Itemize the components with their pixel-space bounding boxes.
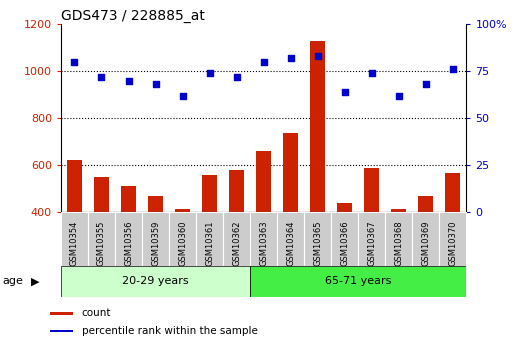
- Bar: [61, 212, 88, 266]
- Point: [178, 93, 187, 98]
- Text: percentile rank within the sample: percentile rank within the sample: [82, 326, 258, 336]
- Bar: [148, 196, 163, 212]
- Point: [152, 81, 160, 87]
- Point: [394, 93, 403, 98]
- Text: GSM10366: GSM10366: [340, 220, 349, 266]
- Text: GSM10364: GSM10364: [286, 220, 295, 266]
- Bar: [412, 212, 439, 266]
- Text: 20-29 years: 20-29 years: [122, 276, 189, 286]
- Point: [232, 74, 241, 80]
- Bar: [175, 209, 190, 212]
- Text: GSM10356: GSM10356: [124, 220, 133, 266]
- Point: [70, 59, 79, 65]
- Bar: [304, 212, 331, 266]
- Bar: [229, 170, 244, 212]
- Bar: [418, 196, 434, 212]
- Text: ▶: ▶: [31, 276, 39, 286]
- Bar: [115, 212, 142, 266]
- Bar: [50, 329, 73, 333]
- Bar: [196, 212, 223, 266]
- Bar: [277, 212, 304, 266]
- Bar: [331, 212, 358, 266]
- Text: GDS473 / 228885_at: GDS473 / 228885_at: [61, 9, 205, 23]
- Bar: [337, 203, 352, 212]
- Bar: [88, 212, 115, 266]
- Point: [422, 81, 430, 87]
- Point: [286, 55, 295, 61]
- Text: GSM10363: GSM10363: [259, 220, 268, 266]
- Bar: [391, 209, 407, 212]
- Bar: [439, 212, 466, 266]
- Text: GSM10367: GSM10367: [367, 220, 376, 266]
- Point: [448, 67, 457, 72]
- Text: GSM10360: GSM10360: [178, 220, 187, 266]
- Text: GSM10354: GSM10354: [70, 220, 79, 266]
- Point: [124, 78, 132, 83]
- Bar: [364, 168, 379, 212]
- Bar: [61, 266, 250, 297]
- Bar: [250, 266, 466, 297]
- Point: [259, 59, 268, 65]
- Text: GSM10365: GSM10365: [313, 220, 322, 266]
- Bar: [385, 212, 412, 266]
- Bar: [169, 212, 196, 266]
- Bar: [223, 212, 250, 266]
- Text: GSM10370: GSM10370: [448, 220, 457, 266]
- Point: [314, 53, 322, 59]
- Bar: [310, 41, 325, 212]
- Bar: [67, 160, 82, 212]
- Text: GSM10369: GSM10369: [421, 220, 430, 266]
- Point: [98, 74, 106, 80]
- Bar: [202, 175, 217, 212]
- Bar: [283, 134, 298, 212]
- Point: [367, 70, 376, 76]
- Text: GSM10355: GSM10355: [97, 220, 106, 266]
- Point: [340, 89, 349, 95]
- Bar: [250, 212, 277, 266]
- Bar: [256, 151, 271, 212]
- Bar: [358, 212, 385, 266]
- Bar: [142, 212, 169, 266]
- Text: count: count: [82, 308, 111, 318]
- Bar: [445, 173, 461, 212]
- Text: 65-71 years: 65-71 years: [325, 276, 392, 286]
- Bar: [50, 312, 73, 315]
- Text: GSM10368: GSM10368: [394, 220, 403, 266]
- Text: GSM10359: GSM10359: [151, 220, 160, 266]
- Bar: [121, 186, 136, 212]
- Bar: [94, 177, 109, 212]
- Text: GSM10362: GSM10362: [232, 220, 241, 266]
- Text: age: age: [3, 276, 23, 286]
- Text: GSM10361: GSM10361: [205, 220, 214, 266]
- Point: [205, 70, 214, 76]
